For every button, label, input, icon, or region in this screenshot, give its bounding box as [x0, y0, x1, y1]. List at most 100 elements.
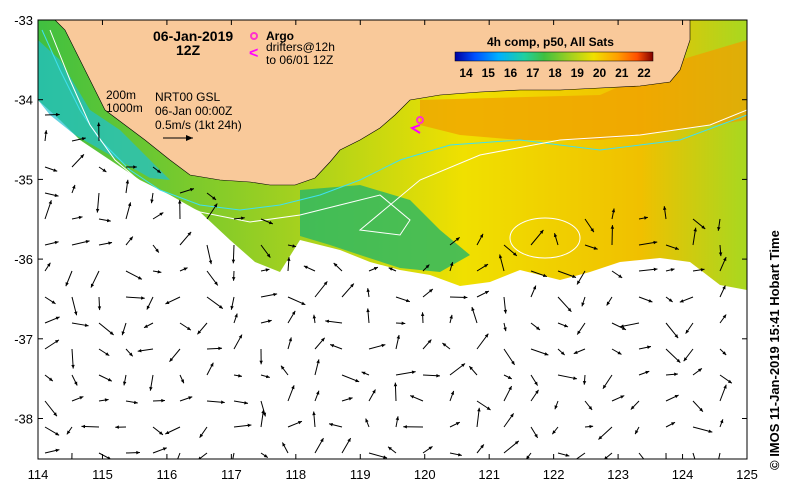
current-arrow-head	[372, 389, 376, 394]
current-arrow-head	[718, 252, 723, 257]
lat-label: -37	[14, 332, 33, 347]
current-arrow-head	[410, 395, 415, 399]
current-arrow-head	[645, 370, 650, 375]
drifter-legend-label: drifters@12h	[266, 40, 335, 54]
current-arrow-head	[74, 311, 78, 316]
colorbar-tick-label: 17	[526, 66, 540, 80]
current-arrow-head	[102, 168, 107, 172]
current-arrow-head	[395, 416, 400, 421]
colorbar-tick-label: 22	[637, 66, 651, 80]
current-arrow-head	[291, 310, 296, 315]
current-arrow-head	[436, 373, 440, 378]
current-arrow-head	[161, 398, 165, 403]
current-arrow-head	[471, 307, 475, 312]
current-arrow-head	[723, 257, 727, 262]
current-arrow-head	[303, 265, 308, 269]
current-arrow-head	[403, 425, 407, 429]
current-arrow-head	[685, 329, 690, 334]
current-arrow-head	[484, 264, 489, 268]
lat-label: -36	[14, 252, 33, 267]
current-arrow-head	[619, 324, 624, 328]
current-arrow-head	[573, 376, 578, 380]
current-arrow-head	[107, 456, 111, 459]
colorbar	[454, 51, 654, 62]
lon-label: 115	[92, 467, 113, 482]
lon-label: 122	[543, 467, 565, 482]
current-arrow-head	[81, 424, 86, 429]
colorbar-title: 4h comp, p50, All Sats	[487, 35, 614, 49]
current-arrow-head	[247, 423, 252, 428]
current-arrow-head	[405, 298, 410, 303]
current-arrow-head	[231, 277, 236, 281]
current-arrow-head	[208, 260, 213, 265]
current-arrow-head	[350, 283, 354, 288]
current-arrow-head	[133, 400, 138, 405]
current-arrow-head	[428, 288, 433, 293]
current-arrow-head	[263, 454, 268, 458]
current-arrow-head	[178, 199, 182, 204]
lon-label: 118	[285, 467, 306, 482]
current-arrow-head	[210, 362, 214, 367]
current-arrow-head	[469, 366, 473, 371]
current-arrow-head	[573, 350, 578, 354]
current-arrow-head	[401, 321, 406, 326]
current-arrow-head	[606, 301, 611, 306]
current-arrow-head	[333, 262, 338, 267]
current-arrow-head	[280, 365, 285, 370]
drifter-legend-sub: to 06/01 12Z	[266, 53, 333, 67]
current-arrow-head	[539, 229, 544, 234]
current-arrow-head	[325, 319, 330, 324]
current-arrow-head	[159, 431, 163, 435]
current-arrow-head	[569, 461, 573, 465]
current-arrow-head	[388, 267, 393, 271]
current-arrow-head	[133, 165, 137, 169]
current-arrow-head	[188, 396, 193, 400]
current-arrow-head	[65, 282, 69, 287]
current-arrow-head	[683, 357, 688, 362]
current-arrow-head	[72, 184, 76, 189]
current-arrow-head	[461, 363, 466, 368]
current-arrow-head	[137, 276, 142, 280]
current-arrow-head	[381, 343, 386, 348]
current-arrow-head	[449, 314, 453, 319]
colorbar-tick-label: 16	[504, 66, 518, 80]
eddy-contour	[509, 217, 581, 259]
current-arrow-head	[611, 208, 616, 213]
current-arrow-head	[536, 326, 540, 330]
current-arrow-head	[674, 395, 679, 399]
lat-label: -35	[14, 172, 33, 187]
current-arrow-head	[593, 246, 598, 250]
current-arrow-head	[420, 312, 425, 317]
current-arrow-head	[510, 413, 514, 418]
current-arrow-head	[56, 112, 60, 117]
current-arrow-head	[598, 435, 603, 440]
current-arrow-head	[674, 246, 679, 250]
current-arrow-head	[411, 370, 416, 374]
current-arrow-head	[323, 281, 328, 286]
current-arrow-head	[265, 268, 270, 272]
current-arrow-head	[393, 382, 398, 387]
current-arrow-head	[553, 233, 558, 238]
current-arrow-head	[66, 430, 71, 435]
current-arrow-head	[577, 330, 581, 335]
current-arrow-head	[670, 268, 675, 272]
current-arrow-head	[727, 379, 732, 384]
current-arrow-head	[717, 226, 721, 231]
current-arrow-head	[366, 288, 370, 293]
current-arrow-head	[635, 430, 639, 435]
current-arrow-head	[560, 351, 565, 356]
current-arrow-head	[320, 438, 324, 443]
current-arrow-head	[486, 406, 491, 410]
current-arrow-head	[144, 324, 149, 328]
current-arrow-head	[708, 429, 713, 433]
current-arrow-head	[668, 298, 673, 302]
sst-cool-patch	[300, 185, 470, 272]
current-arrow-head	[198, 456, 202, 459]
current-arrow	[638, 452, 645, 459]
current-arrow-head	[388, 446, 392, 451]
current-arrow-head	[109, 331, 114, 335]
current-arrow-head	[507, 375, 512, 379]
current-arrow-head	[155, 248, 159, 253]
current-arrow-head	[503, 327, 507, 332]
current-arrow-head	[554, 405, 558, 410]
